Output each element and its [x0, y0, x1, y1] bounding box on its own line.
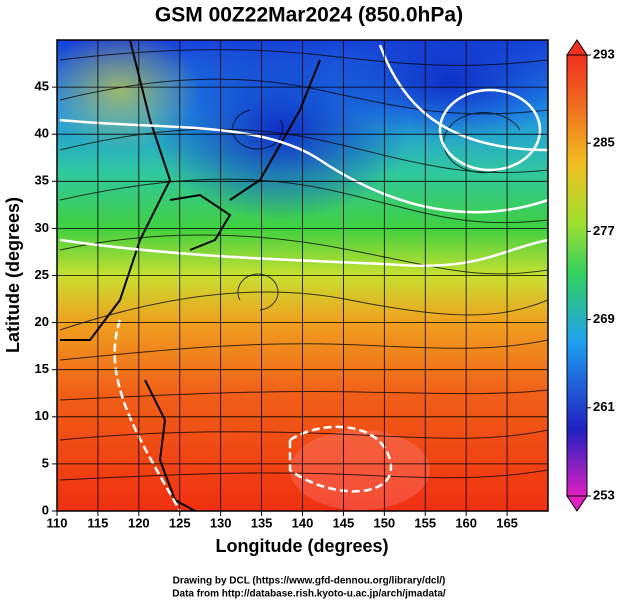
- y-tick-label: 15: [35, 361, 49, 376]
- y-tick-label: 35: [35, 173, 49, 188]
- y-tick-label: 30: [35, 220, 49, 235]
- contours: [59, 44, 548, 511]
- streamlines: [59, 49, 548, 481]
- y-tick-label: 0: [42, 502, 49, 517]
- colorbar-tick-label: 277: [593, 223, 615, 238]
- x-tick-label: 110: [47, 515, 68, 530]
- x-tick-label: 115: [87, 515, 108, 530]
- x-tick-label: 150: [373, 515, 395, 530]
- x-tick-label: 120: [128, 515, 150, 530]
- colorbar-tick-label: 285: [593, 135, 615, 150]
- y-tick-label: 25: [35, 267, 49, 282]
- x-tick-label: 155: [414, 515, 436, 530]
- credit-line: Drawing by DCL (https://www.gfd-dennou.o…: [173, 576, 446, 587]
- x-tick-label: 145: [333, 515, 355, 530]
- x-tick-label: 130: [210, 515, 232, 530]
- y-tick-label: 20: [35, 314, 49, 329]
- x-axis-label: Longitude (degrees): [215, 536, 388, 556]
- x-tick-label: 140: [292, 515, 314, 530]
- coastline: [60, 40, 321, 511]
- y-tick-label: 10: [35, 408, 49, 423]
- x-tick-label: 135: [251, 515, 273, 530]
- colorbar-tick-label: 261: [593, 399, 615, 414]
- title: GSM 00Z22Mar2024 (850.0hPa): [155, 4, 463, 27]
- x-tick-label: 160: [455, 515, 477, 530]
- y-tick-label: 45: [35, 79, 49, 94]
- credit-line: Data from http://database.rish.kyoto-u.a…: [172, 589, 446, 600]
- y-tick-label: 5: [42, 455, 49, 470]
- colorbar: [566, 54, 588, 497]
- colorbar-tick-label: 293: [593, 46, 615, 61]
- colorbar-tick-label: 269: [593, 311, 615, 326]
- x-tick-label: 165: [496, 515, 518, 530]
- field: [57, 40, 548, 511]
- colorbar-top-arrow: [566, 39, 588, 56]
- y-axis-label: Latitude (degrees): [3, 197, 23, 353]
- x-tick-label: 125: [169, 515, 191, 530]
- colorbar-bottom-arrow: [566, 495, 588, 512]
- colorbar-tick-label: 253: [593, 487, 615, 502]
- y-tick-label: 40: [35, 126, 49, 141]
